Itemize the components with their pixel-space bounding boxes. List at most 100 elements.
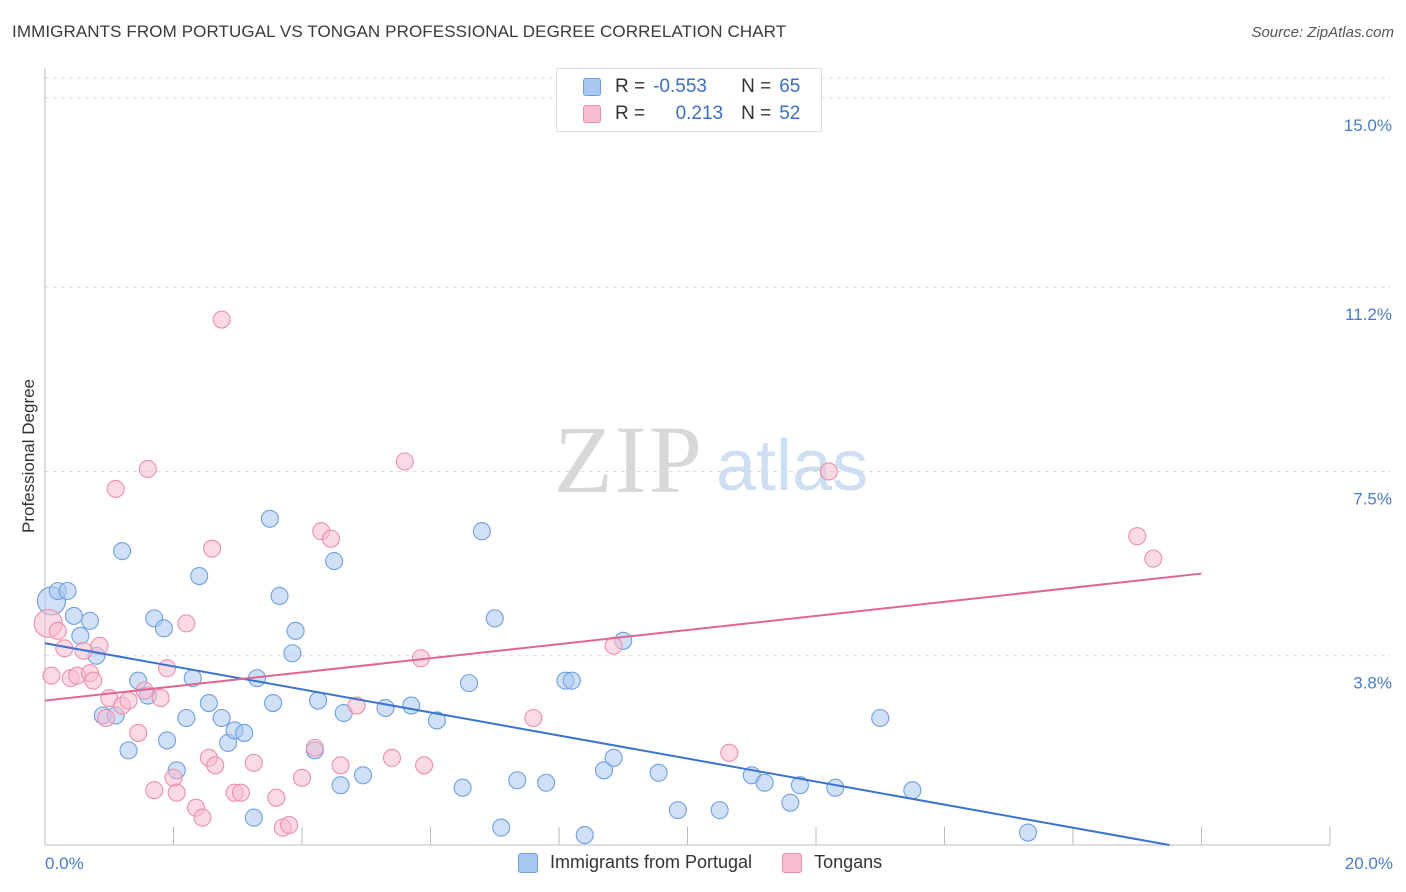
data-point — [508, 771, 527, 790]
data-point — [177, 708, 196, 728]
legend-n-label: N = — [741, 103, 772, 124]
data-point — [427, 711, 446, 730]
data-point — [48, 621, 67, 640]
data-point — [710, 801, 729, 820]
data-point — [292, 768, 312, 787]
data-point — [244, 753, 263, 772]
data-point — [353, 766, 373, 785]
y-axis-label: Professional Degree — [19, 379, 38, 533]
data-point — [309, 691, 328, 710]
trend-lines — [44, 572, 1202, 846]
data-point — [270, 586, 289, 606]
data-point — [382, 748, 402, 767]
legend-item-tongans: Tongans — [782, 852, 882, 873]
legend-swatch-tongans — [782, 852, 803, 873]
data-point — [80, 611, 100, 630]
trend-line — [44, 642, 1170, 846]
data-point — [151, 689, 170, 708]
y-tick-label: 15.0% — [1344, 116, 1392, 135]
data-point — [395, 452, 414, 471]
chart-title: IMMIGRANTS FROM PORTUGAL VS TONGAN PROFE… — [12, 22, 787, 41]
data-point — [347, 696, 366, 715]
y-tick-label: 11.2% — [1345, 305, 1392, 324]
data-point — [158, 659, 177, 678]
data-point — [668, 801, 687, 820]
data-point — [267, 788, 286, 807]
data-point — [459, 674, 479, 693]
data-point — [244, 808, 263, 827]
data-point — [113, 542, 132, 561]
data-point — [283, 644, 302, 663]
data-point — [71, 626, 90, 645]
data-point — [264, 694, 283, 713]
data-point — [64, 606, 83, 625]
data-point — [903, 781, 922, 800]
data-point — [231, 783, 251, 802]
data-point — [106, 479, 125, 498]
stats-legend: R = -0.553 N = 65 R = 0.213 N = 52 — [556, 68, 822, 132]
legend-label-tongans: Tongans — [814, 852, 883, 872]
gridlines — [45, 77, 1390, 657]
y-tick-label: 3.8% — [1353, 674, 1392, 693]
x-tick-label: 0.0% — [45, 854, 84, 873]
legend-n-value: 52 — [779, 103, 801, 124]
trend-line — [44, 572, 1202, 702]
legend-row-tongans: R = 0.213 N = 52 — [583, 102, 800, 126]
tick-labels: 3.8% 7.5% 11.2% 15.0% 0.0% 20.0% — [45, 116, 1393, 873]
data-point — [604, 636, 623, 655]
data-point — [129, 723, 148, 742]
data-point — [321, 529, 340, 548]
data-point — [1018, 823, 1038, 842]
data-point — [871, 708, 890, 728]
data-point — [190, 567, 209, 586]
data-point — [167, 783, 186, 802]
data-point — [96, 708, 116, 728]
data-point — [145, 781, 164, 800]
legend-r-label: R = — [615, 103, 646, 124]
watermark-atlas: atlas — [716, 426, 868, 506]
data-point — [376, 698, 395, 718]
data-point — [537, 773, 556, 792]
legend-swatch-tongans — [583, 105, 601, 123]
data-point — [755, 773, 774, 792]
data-point — [575, 825, 594, 845]
y-tick-label: 7.5% — [1353, 489, 1392, 508]
data-point — [84, 671, 103, 690]
data-point — [164, 768, 183, 787]
data-point — [649, 763, 668, 782]
legend-r-value: -0.553 — [653, 76, 707, 97]
data-point — [42, 666, 61, 685]
data-point — [260, 509, 279, 528]
data-point — [492, 818, 511, 837]
data-point — [604, 748, 623, 767]
data-point — [119, 741, 138, 760]
data-point — [58, 581, 77, 601]
data-point — [203, 539, 222, 558]
data-point — [325, 552, 344, 571]
series-legend: Immigrants from Portugal Tongans — [518, 852, 912, 873]
data-point — [235, 723, 254, 742]
legend-n-label: N = — [741, 76, 772, 97]
data-point — [819, 462, 838, 481]
source-label: Source: ZipAtlas.com — [1251, 24, 1394, 41]
data-point — [305, 738, 324, 757]
data-point — [206, 756, 225, 775]
data-point — [453, 778, 472, 797]
data-point — [594, 761, 614, 780]
data-point — [826, 778, 845, 797]
series-tongans-points — [33, 310, 1163, 837]
legend-r-label: R = — [615, 76, 646, 97]
data-point — [1144, 549, 1163, 568]
legend-n-value: 65 — [779, 76, 801, 97]
watermark: ZIP atlas — [554, 406, 868, 513]
data-point — [1128, 527, 1147, 546]
data-point — [177, 614, 196, 633]
data-point — [415, 756, 434, 775]
data-point — [138, 459, 157, 479]
data-point — [158, 731, 177, 750]
x-tick-label: 20.0% — [1345, 854, 1393, 873]
series-portugal-points — [36, 509, 1038, 845]
data-point — [90, 636, 109, 655]
data-point — [193, 808, 212, 827]
